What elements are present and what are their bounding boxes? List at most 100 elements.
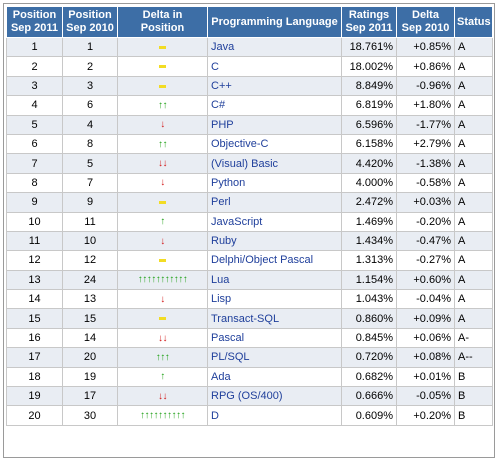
ratings-cell: 1.434% (341, 230, 397, 252)
delta-cell: -0.27% (396, 250, 455, 271)
language-link[interactable]: Pascal (207, 327, 342, 349)
table-row: 3 3 C++ 8.849% -0.96% A (6, 75, 493, 97)
no-change-icon (159, 45, 166, 49)
ratings-cell: 0.609% (341, 405, 397, 426)
position-2010-cell: 2 (62, 56, 118, 77)
ranking-table-frame: Position Sep 2011 Position Sep 2010 Delta … (3, 3, 495, 458)
status-cell: A (454, 153, 493, 174)
position-2011-cell: 12 (6, 250, 63, 271)
ratings-cell: 0.666% (341, 386, 397, 407)
ratings-cell: 0.845% (341, 327, 397, 349)
status-cell: A (454, 56, 493, 77)
header-delta-position: Delta in Position (117, 6, 208, 38)
language-link[interactable]: D (207, 405, 342, 426)
language-link[interactable]: Ada (207, 366, 342, 388)
language-link[interactable]: Lisp (207, 289, 342, 310)
language-link[interactable]: RPG (OS/400) (207, 386, 342, 407)
delta-position-cell: ↑ (117, 211, 208, 232)
language-link[interactable]: Perl (207, 192, 342, 213)
language-link[interactable]: Java (207, 36, 342, 58)
ratings-cell: 6.158% (341, 133, 397, 155)
header-delta: Delta Sep 2010 (396, 6, 455, 38)
no-change-icon (159, 200, 166, 204)
position-2010-cell: 11 (62, 211, 118, 232)
position-2010-cell: 19 (62, 366, 118, 388)
status-cell: A (454, 133, 493, 155)
position-2010-cell: 14 (62, 327, 118, 349)
delta-cell: +0.01% (396, 366, 455, 388)
status-cell: A (454, 289, 493, 310)
language-link[interactable]: Objective-C (207, 133, 342, 155)
delta-position-cell (117, 56, 208, 77)
position-2011-cell: 20 (6, 405, 63, 426)
position-2011-cell: 2 (6, 56, 63, 77)
ratings-cell: 0.720% (341, 347, 397, 368)
language-link[interactable]: Lua (207, 269, 342, 291)
ratings-cell: 18.002% (341, 56, 397, 77)
status-cell: A-- (454, 347, 493, 368)
position-2011-cell: 14 (6, 289, 63, 310)
table-header-row: Position Sep 2011 Position Sep 2010 Delta … (6, 6, 493, 38)
position-2010-cell: 12 (62, 250, 118, 271)
language-link[interactable]: C (207, 56, 342, 77)
language-link[interactable]: C# (207, 95, 342, 116)
status-cell: B (454, 366, 493, 388)
ratings-cell: 1.043% (341, 289, 397, 310)
table-row: 13 24 ↑↑↑↑↑↑↑↑↑↑↑ Lua 1.154% +0.60% A (6, 269, 493, 291)
position-2010-cell: 8 (62, 133, 118, 155)
language-link[interactable]: PL/SQL (207, 347, 342, 368)
up-arrow-icon: ↑↑ (158, 138, 168, 150)
language-link[interactable]: JavaScript (207, 211, 342, 232)
position-2011-cell: 18 (6, 366, 63, 388)
delta-position-cell (117, 75, 208, 97)
language-link[interactable]: Python (207, 172, 342, 194)
ratings-cell: 18.761% (341, 36, 397, 58)
delta-position-cell: ↑↑↑↑↑↑↑↑↑↑↑ (117, 269, 208, 291)
position-2011-cell: 11 (6, 230, 63, 252)
delta-position-cell (117, 250, 208, 271)
status-cell: A (454, 250, 493, 271)
down-arrow-icon: ↓ (160, 177, 165, 189)
position-2010-cell: 7 (62, 172, 118, 194)
table-row: 11 10 ↓ Ruby 1.434% -0.47% A (6, 230, 493, 252)
down-arrow-icon: ↓↓ (158, 158, 168, 170)
language-link[interactable]: (Visual) Basic (207, 153, 342, 174)
up-arrow-icon: ↑↑ (158, 99, 168, 111)
no-change-icon (159, 317, 166, 321)
delta-cell: -0.20% (396, 211, 455, 232)
delta-cell: +2.79% (396, 133, 455, 155)
status-cell: A (454, 36, 493, 58)
down-arrow-icon: ↓↓ (158, 390, 168, 402)
ratings-cell: 2.472% (341, 192, 397, 213)
delta-position-cell (117, 36, 208, 58)
no-change-icon (159, 65, 166, 69)
position-2011-cell: 3 (6, 75, 63, 97)
status-cell: A (454, 95, 493, 116)
language-link[interactable]: Delphi/Object Pascal (207, 250, 342, 271)
status-cell: A (454, 211, 493, 232)
delta-cell: -0.05% (396, 386, 455, 407)
up-arrow-icon: ↑↑↑↑↑↑↑↑↑↑↑ (137, 274, 188, 286)
language-link[interactable]: Ruby (207, 230, 342, 252)
table-row: 14 13 ↓ Lisp 1.043% -0.04% A (6, 289, 493, 310)
table-row: 6 8 ↑↑ Objective-C 6.158% +2.79% A (6, 133, 493, 155)
ratings-cell: 0.682% (341, 366, 397, 388)
delta-position-cell: ↑↑ (117, 133, 208, 155)
language-link[interactable]: C++ (207, 75, 342, 97)
position-2010-cell: 9 (62, 192, 118, 213)
ratings-cell: 1.313% (341, 250, 397, 271)
table-row: 15 15 Transact-SQL 0.860% +0.09% A (6, 308, 493, 329)
position-2011-cell: 4 (6, 95, 63, 116)
delta-position-cell: ↑↑↑ (117, 347, 208, 368)
delta-cell: -1.38% (396, 153, 455, 174)
position-2011-cell: 7 (6, 153, 63, 174)
delta-position-cell: ↓ (117, 230, 208, 252)
language-link[interactable]: Transact-SQL (207, 308, 342, 329)
position-2010-cell: 13 (62, 289, 118, 310)
position-2011-cell: 15 (6, 308, 63, 329)
language-link[interactable]: PHP (207, 114, 342, 135)
position-2011-cell: 19 (6, 386, 63, 407)
delta-cell: +0.06% (396, 327, 455, 349)
delta-position-cell: ↓ (117, 289, 208, 310)
delta-cell: +0.86% (396, 56, 455, 77)
